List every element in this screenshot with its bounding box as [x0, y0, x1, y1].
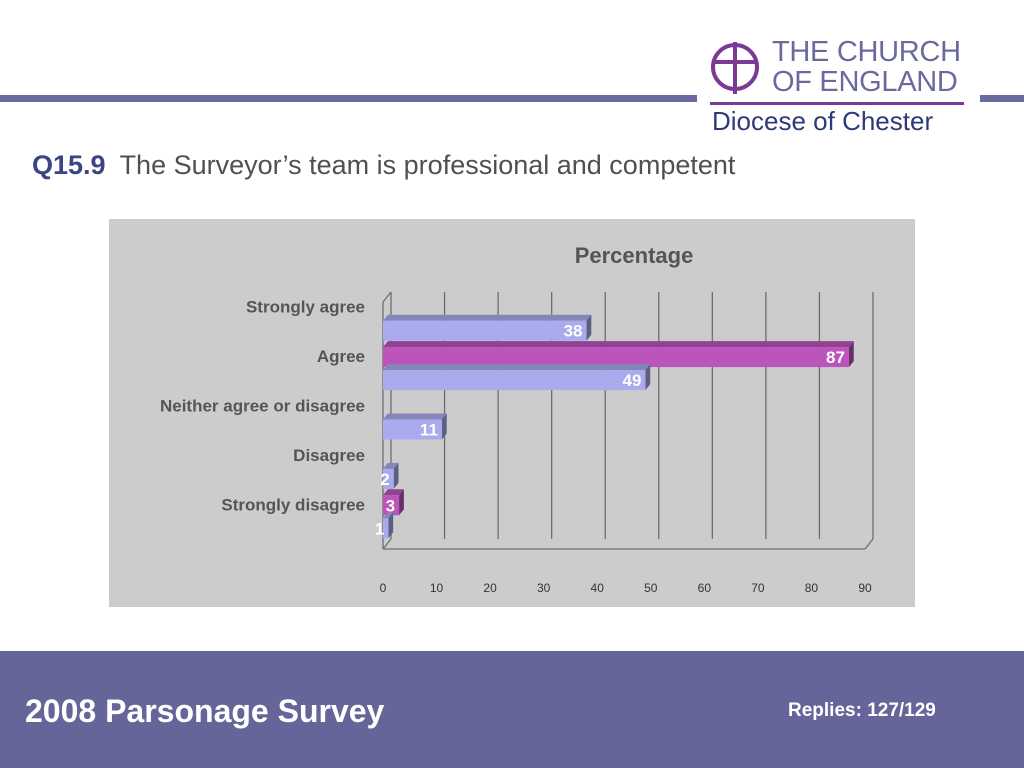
- bar-value-label: 49: [623, 371, 642, 390]
- question-number: Q15.9: [32, 150, 106, 180]
- x-tick-label: 90: [858, 581, 872, 595]
- bar-top: [383, 314, 592, 321]
- bar-side: [388, 512, 394, 539]
- logo-line-1: THE CHURCH: [772, 36, 961, 68]
- y-category-label: Disagree: [293, 446, 365, 465]
- bar: [383, 518, 389, 539]
- bar-side: [393, 462, 399, 489]
- bar-side: [399, 489, 404, 516]
- axis-depth-top: [382, 291, 392, 303]
- cross-icon: [711, 42, 759, 94]
- church-of-england-logo: THE CHURCH OF ENGLAND Diocese of Chester: [700, 30, 970, 140]
- x-tick-label: 60: [698, 581, 712, 595]
- bar-side: [848, 341, 854, 368]
- bar-side: [645, 364, 651, 391]
- y-category-label: Strongly disagree: [221, 495, 365, 514]
- replies-count: Replies: 127/129: [788, 700, 936, 721]
- logo-diocese: Diocese of Chester: [712, 106, 934, 136]
- bar: [383, 370, 646, 391]
- axis-depth-left: [382, 538, 392, 550]
- x-tick-label: 0: [380, 581, 387, 595]
- bar-value-label: 38: [564, 322, 583, 341]
- footer-title: 2008 Parsonage Survey: [25, 693, 385, 729]
- bar-value-label: 2: [380, 470, 389, 489]
- bar-side: [441, 413, 447, 440]
- bar: [383, 419, 442, 440]
- axis-depth-right: [864, 538, 874, 550]
- x-tick-label: 30: [537, 581, 551, 595]
- bar-side: [586, 314, 592, 341]
- y-category-label: Agree: [317, 347, 365, 366]
- bar-top: [383, 364, 651, 371]
- bar-top: [383, 489, 404, 496]
- chart-title: Percentage: [575, 243, 694, 268]
- bar-value-label: 1: [375, 519, 384, 538]
- question-text: The Surveyor’s team is professional and …: [119, 150, 736, 180]
- bar-value-label: 87: [826, 348, 845, 367]
- bar-top: [383, 462, 399, 469]
- bar-top: [383, 341, 854, 348]
- header-rule-right: [980, 95, 1024, 102]
- bar: [383, 468, 394, 489]
- x-tick-label: 80: [805, 581, 819, 595]
- y-category-label: Strongly agree: [246, 298, 365, 317]
- bar-value-label: 11: [420, 421, 438, 440]
- x-tick-label: 20: [483, 581, 497, 595]
- bar-chart: Percentage 0 10 20 30 40 50 60 70 80 90 Strongly ag…: [160, 243, 874, 595]
- bar-value-label: 3: [386, 496, 395, 515]
- x-tick-label: 50: [644, 581, 658, 595]
- bar: [383, 320, 587, 341]
- header-rule-left: [0, 95, 697, 102]
- bar: [383, 347, 849, 368]
- bar: [383, 495, 400, 516]
- x-tick-label: 40: [591, 581, 605, 595]
- x-tick-label: 70: [751, 581, 765, 595]
- question-title: Q15.9 The Surveyor’s team is professional…: [32, 150, 735, 181]
- footer-bar: 2008 Parsonage Survey Replies: 127/129: [0, 651, 1024, 768]
- logo-line-2: OF ENGLAND: [772, 66, 958, 98]
- chart-panel: Percentage 0 10 20 30 40 50 60 70 80 90 Strongly ag…: [109, 219, 915, 607]
- logo-divider: [710, 102, 964, 105]
- x-tick-label: 10: [430, 581, 444, 595]
- y-category-label: Neither agree or disagree: [160, 397, 365, 416]
- bar-top: [383, 413, 447, 420]
- bar-top: [383, 512, 394, 519]
